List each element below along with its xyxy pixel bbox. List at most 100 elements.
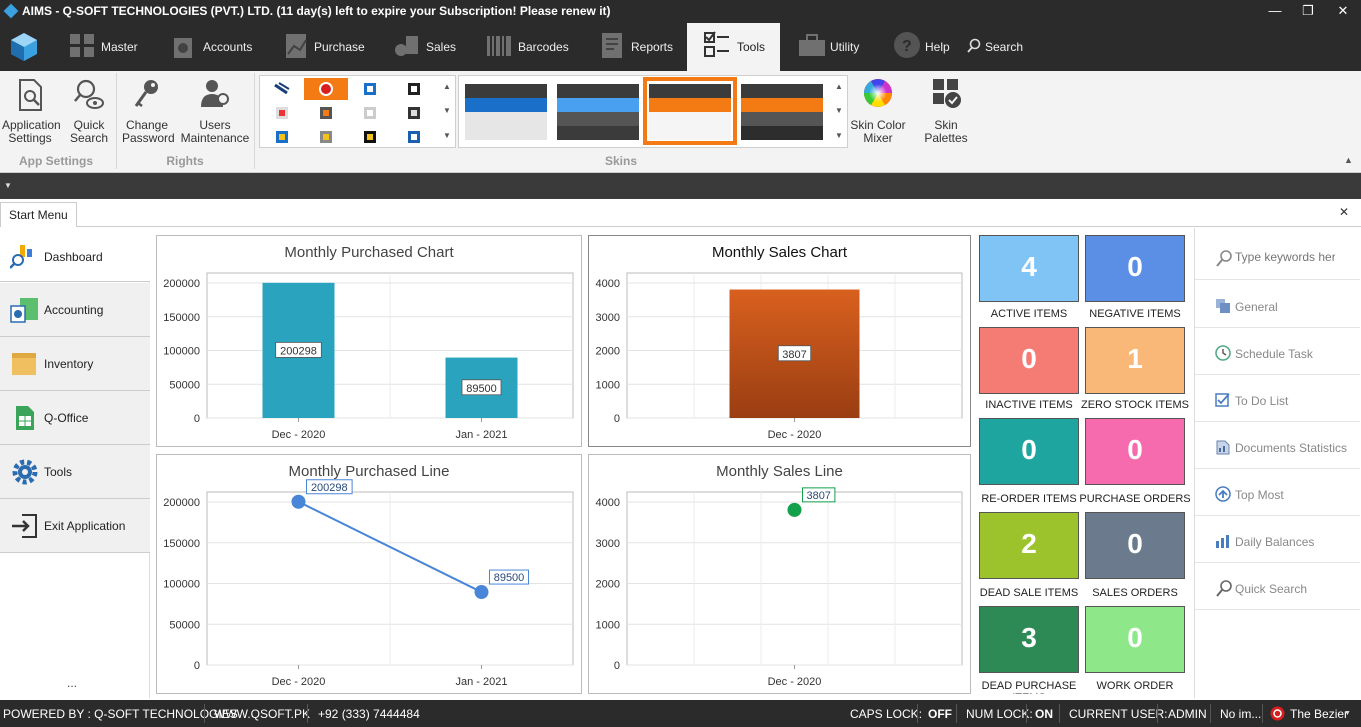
nav-item-dashboard[interactable]: Dashboard [0, 228, 150, 282]
panel-item-daily-balances[interactable]: Daily Balances [1195, 517, 1360, 563]
x-tick-label: Dec - 2020 [272, 429, 326, 441]
collapse-ribbon-icon[interactable]: ▲ [1344, 155, 1353, 165]
data-label-box [777, 345, 812, 362]
palette-swatch[interactable] [741, 84, 823, 146]
skin-icon[interactable] [361, 105, 379, 121]
tab-tools[interactable]: Tools [687, 23, 780, 71]
application-settings-button[interactable]: Application Settings [2, 77, 61, 145]
skin-palettes-label: Skin Palettes [924, 118, 968, 145]
skin-icon[interactable] [317, 105, 335, 121]
skin-icon[interactable] [273, 129, 291, 145]
quick-access-dropdown-icon[interactable]: ▼ [4, 181, 12, 190]
scroll-up-icon[interactable]: ▲ [443, 82, 451, 91]
y-tick-label: 4000 [596, 497, 620, 509]
close-window-button[interactable]: ✕ [1337, 3, 1349, 18]
y-tick-label: 50000 [169, 619, 200, 631]
status-divider [1026, 704, 1027, 723]
application-settings-label-1: Application [2, 118, 61, 132]
tab-help[interactable]: ? Help [893, 23, 953, 71]
skin-icon[interactable] [361, 81, 379, 97]
kpi-tile[interactable]: 0 [979, 418, 1079, 485]
panel-item-general[interactable]: General [1195, 282, 1360, 328]
kpi-value: 0 [1021, 434, 1037, 465]
scroll-down-icon[interactable]: ▼ [835, 106, 843, 115]
skin-icon[interactable] [405, 105, 423, 121]
nav-item-exit-application[interactable]: Exit Application [0, 499, 150, 553]
panel-item-quick-search[interactable]: Quick Search [1195, 564, 1360, 610]
kpi-tile[interactable]: 4 [979, 235, 1079, 302]
skin-icon-gallery[interactable]: ▲ ▼ ▼ [259, 75, 456, 148]
scroll-up-icon[interactable]: ▲ [835, 82, 843, 91]
skin-icon[interactable] [317, 129, 335, 145]
change-password-label-1: Change [125, 118, 169, 132]
panel-item-documents-statistics[interactable]: Documents Statistics [1195, 423, 1360, 469]
skin-dropdown-icon[interactable]: ▼ [1344, 710, 1351, 717]
nav-item-q-office[interactable]: Q-Office [0, 391, 150, 445]
palette-swatch[interactable] [649, 84, 731, 146]
restore-button[interactable]: ❐ [1302, 3, 1314, 18]
kpi-label: RE-ORDER ITEMS [981, 493, 1077, 505]
tab-search[interactable]: Search [966, 23, 1026, 71]
kpi-tile[interactable]: 0 [1085, 512, 1185, 579]
status-bar: POWERED BY : Q-SOFT TECHNOLOGIES WWW.QSO… [0, 700, 1361, 727]
palette-swatch[interactable] [465, 84, 547, 146]
y-tick-label: 200000 [163, 497, 200, 509]
nav-item-tools[interactable]: Tools [0, 445, 150, 499]
skin-icon[interactable] [405, 129, 423, 145]
expand-gallery-icon[interactable]: ▼ [443, 131, 451, 140]
tab-barcodes-label: Barcodes [518, 40, 569, 54]
keyword-search-input[interactable] [1235, 250, 1335, 264]
website-link[interactable]: WWW.QSOFT.PK [214, 707, 310, 721]
kpi-label: SALES ORDERS [1092, 587, 1178, 599]
kpi-tile[interactable]: 0 [1085, 418, 1185, 485]
skin-name[interactable]: The Bezier [1290, 707, 1349, 721]
y-tick-label: 3000 [596, 538, 620, 550]
skin-icon[interactable] [361, 129, 379, 145]
tab-accounts[interactable]: Accounts [170, 23, 254, 71]
scroll-down-icon[interactable]: ▼ [443, 106, 451, 115]
exit-icon [10, 512, 40, 540]
skin-icon[interactable] [405, 81, 423, 97]
logo-icon [8, 31, 40, 63]
tab-start-menu[interactable]: Start Menu [0, 202, 77, 227]
expand-gallery-icon[interactable]: ▼ [835, 131, 843, 140]
tab-master-label: Master [101, 40, 138, 54]
keyword-search[interactable] [1195, 236, 1360, 280]
tab-barcodes[interactable]: Barcodes [485, 23, 575, 71]
document-stats-icon [1215, 439, 1231, 455]
panel-item-schedule-task[interactable]: Schedule Task [1195, 329, 1360, 375]
nav-more[interactable]: ... [67, 676, 78, 690]
minimize-button[interactable]: — [1268, 3, 1282, 18]
skin-icon[interactable] [273, 105, 291, 121]
current-user-label: CURRENT USER: [1069, 707, 1168, 721]
skin-color-mixer-button[interactable]: Skin Color Mixer [850, 77, 906, 145]
close-tab-icon[interactable]: ✕ [1338, 205, 1349, 219]
skin-icon[interactable] [273, 81, 291, 97]
nav-item-inventory[interactable]: Inventory [0, 337, 150, 391]
tab-purchase[interactable]: Purchase [280, 23, 365, 71]
tab-reports[interactable]: Reports [598, 23, 678, 71]
panel-item-to-do-list[interactable]: To Do List [1195, 376, 1360, 422]
nav-label: Q-Office [44, 411, 89, 425]
palette-swatch[interactable] [557, 84, 639, 146]
tab-sales[interactable]: Sales [392, 23, 462, 71]
users-maintenance-button[interactable]: Users Maintenance [180, 77, 250, 145]
kpi-tile[interactable]: 0 [1085, 606, 1185, 673]
search-icon [966, 38, 982, 54]
skin-palettes-button[interactable]: Skin Palettes [912, 77, 980, 145]
skin-palette-gallery[interactable]: ▲ ▼ ▼ [458, 75, 848, 148]
change-password-button[interactable]: Change Password [122, 77, 175, 145]
panel-item-top-most[interactable]: Top Most [1195, 470, 1360, 516]
tab-utility[interactable]: Utility [797, 23, 867, 71]
kpi-tile[interactable]: 3 [979, 606, 1079, 673]
kpi-tile[interactable]: 2 [979, 512, 1079, 579]
kpi-tile[interactable]: 0 [979, 327, 1079, 394]
quick-search-button[interactable]: Quick Search [66, 77, 112, 145]
plot-area [626, 491, 963, 666]
skin-icon[interactable] [317, 81, 335, 97]
tab-master[interactable]: Master [64, 23, 140, 71]
status-divider [1059, 704, 1060, 723]
kpi-tile[interactable]: 0 [1085, 235, 1185, 302]
nav-item-accounting[interactable]: Accounting [0, 283, 150, 337]
kpi-tile[interactable]: 1 [1085, 327, 1185, 394]
